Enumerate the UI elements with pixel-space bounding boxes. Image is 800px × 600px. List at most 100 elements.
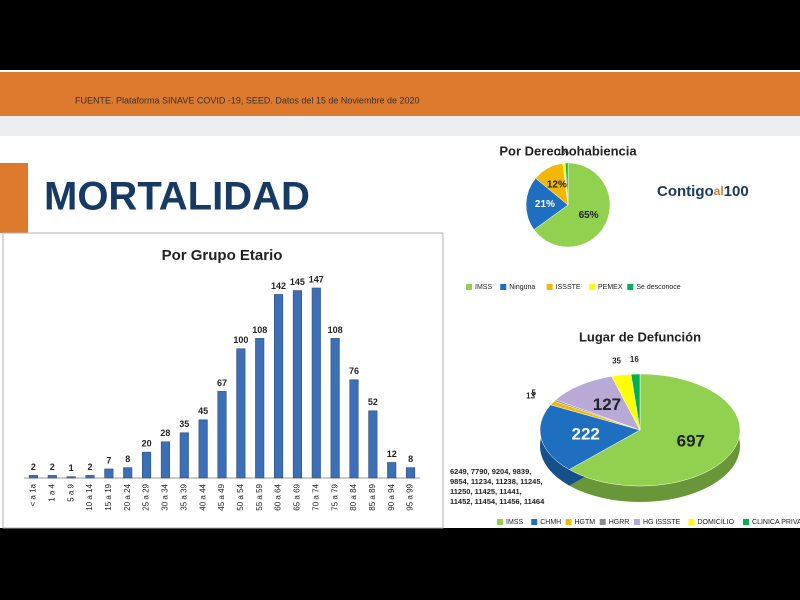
- slice-label: 13: [526, 391, 535, 400]
- x-tick-label: 1 a 4: [47, 483, 56, 501]
- logo-box: [655, 178, 755, 202]
- bar-value-label: 35: [179, 419, 189, 429]
- bar: [274, 294, 284, 479]
- bar: [311, 287, 321, 479]
- bar-value-label: 2: [31, 462, 36, 472]
- pie-slice: [565, 162, 569, 206]
- bar: [179, 432, 189, 479]
- legend-label: HGRR: [609, 519, 630, 526]
- bar-value-label: 100: [233, 335, 248, 345]
- legend-label: CLINICA PRIVADA: [752, 519, 800, 526]
- x-tick-label: 45 a 49: [217, 483, 226, 510]
- bar-value-label: 52: [368, 397, 378, 407]
- source-note: FUENTE. Plataforma SINAVE COVID -19, SEE…: [75, 95, 419, 105]
- x-tick-label: 35 a 39: [179, 483, 188, 510]
- bar-value-label: 108: [252, 325, 267, 335]
- bar: [28, 475, 38, 479]
- logo-text: Contigoal100: [657, 183, 749, 200]
- bar: [66, 476, 76, 479]
- bar-value-label: 28: [160, 428, 170, 438]
- chart-title: Por Grupo Etario: [162, 247, 283, 264]
- page-title: MORTALIDAD: [44, 175, 310, 219]
- bar: [349, 379, 359, 479]
- pie-slice: [539, 404, 641, 470]
- slice-label: 697: [677, 431, 705, 450]
- bar-value-label: 108: [328, 325, 343, 335]
- pie-slice: [630, 373, 641, 431]
- legend-label: PEMEX: [598, 284, 623, 291]
- bar: [160, 441, 170, 479]
- bar: [292, 290, 302, 479]
- bar-value-label: 7: [106, 455, 111, 465]
- legend-swatch: [627, 284, 634, 290]
- legend-label: HG ISSSTE: [643, 519, 681, 526]
- legend-swatch: [565, 519, 572, 525]
- chart-title: Lugar de Defunción: [579, 329, 701, 344]
- footnote: 11452, 11454, 11456, 11464: [450, 497, 545, 506]
- x-tick-label: 30 a 34: [161, 483, 170, 510]
- x-tick-label: 70 a 74: [311, 483, 320, 510]
- pie-slice: [555, 376, 641, 431]
- logo-accent: al: [714, 184, 724, 198]
- bar: [85, 475, 95, 479]
- x-tick-label: 65 a 69: [293, 483, 302, 510]
- legend-label: IMSS: [475, 284, 492, 291]
- pie-slice: [533, 162, 611, 248]
- bar-value-label: 76: [349, 366, 359, 376]
- legend-swatch: [466, 284, 472, 290]
- chart-title: Por Derechohabiencia: [499, 143, 637, 158]
- bar: [255, 338, 265, 479]
- x-tick-label: 55 a 59: [255, 483, 264, 510]
- x-tick-label: 50 a 54: [236, 483, 245, 510]
- slice-label: 21%: [535, 199, 555, 210]
- footnote: 11250, 11425, 11441,: [450, 487, 522, 496]
- x-tick-label: 95 a 99: [406, 483, 415, 510]
- x-tick-label: 75 a 79: [330, 483, 339, 510]
- x-tick-label: < a 1a: [29, 483, 38, 506]
- bar-value-label: 142: [271, 281, 286, 291]
- slice-label: 127: [593, 395, 621, 414]
- header-band: [0, 72, 800, 116]
- slice-label: 12%: [547, 179, 567, 190]
- bar-value-label: 2: [87, 462, 92, 472]
- legend-swatch: [743, 519, 750, 525]
- bar: [236, 348, 246, 479]
- bar: [198, 419, 208, 479]
- x-tick-label: 60 a 64: [274, 483, 283, 510]
- legend-label: Ninguna: [509, 284, 535, 291]
- bar-value-label: 12: [387, 449, 397, 459]
- bar-value-label: 45: [198, 406, 208, 416]
- title-accent: [0, 163, 28, 233]
- x-tick-label: 40 a 44: [198, 483, 207, 510]
- bar: [368, 410, 378, 479]
- legend-swatch: [500, 284, 507, 290]
- x-tick-label: 80 a 84: [349, 483, 358, 510]
- bar: [406, 467, 416, 479]
- bar-value-label: 67: [217, 378, 227, 388]
- logo-word: Contigo: [657, 183, 714, 200]
- legend-swatch: [546, 284, 553, 290]
- logo-number: 100: [724, 183, 749, 200]
- legend-label: Se desconoce: [636, 284, 680, 291]
- legend-label: HGTM: [574, 519, 595, 526]
- legend-swatch: [599, 519, 606, 525]
- pie-slice: [568, 373, 741, 487]
- pie-slice: [525, 177, 569, 231]
- slice-label: 222: [572, 424, 600, 443]
- legend-swatch: [497, 519, 503, 525]
- x-tick-label: 85 a 89: [368, 483, 377, 510]
- bar-value-label: 145: [290, 277, 305, 287]
- x-tick-label: 90 a 94: [387, 483, 396, 510]
- legend-swatch: [688, 519, 695, 525]
- x-tick-label: 10 a 14: [85, 483, 94, 510]
- bar: [387, 462, 397, 479]
- bar: [47, 475, 57, 479]
- bar-panel: [2, 232, 444, 529]
- bar: [104, 468, 114, 479]
- x-tick-label: 5 a 9: [66, 483, 75, 501]
- legend-label: IMSS: [506, 519, 523, 526]
- bar: [330, 338, 340, 479]
- slice-label: 1%: [557, 148, 569, 157]
